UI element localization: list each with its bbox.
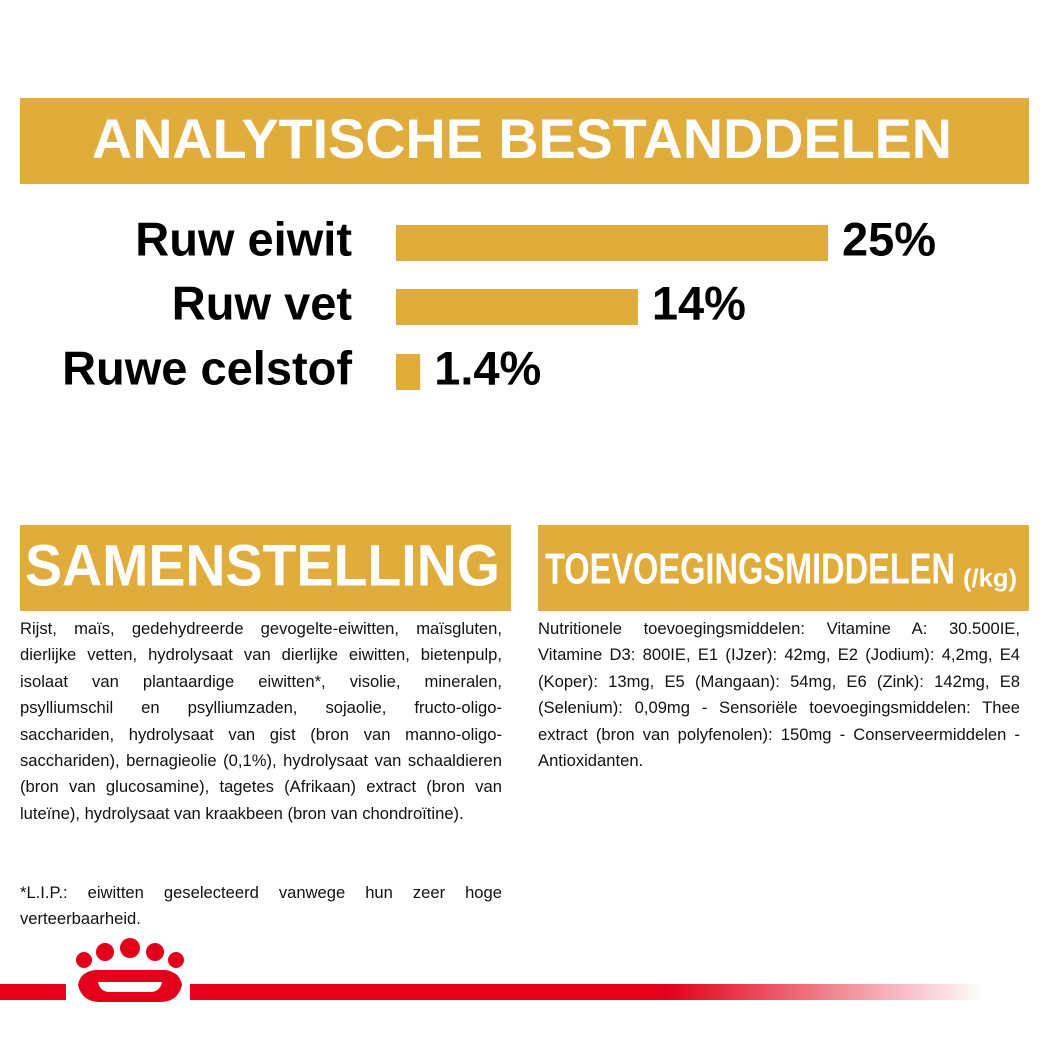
additives-banner [538, 525, 1029, 611]
composition-footnote: *L.I.P.: eiwitten geselecteerd vanwege h… [20, 883, 502, 929]
bar [396, 354, 421, 390]
category-label: Ruwe celstof [62, 341, 352, 394]
bar [396, 289, 638, 325]
composition-title: SAMENSTELLING [25, 533, 500, 598]
category-label: Ruw vet [172, 276, 353, 329]
value-label: 14% [652, 276, 746, 329]
logo [76, 938, 184, 1002]
additives-unit: (/kg) [963, 565, 1017, 593]
composition-text: Rijst, maïs, gedehydreerde gevogelte-eiw… [20, 619, 502, 823]
value-label: 1.4% [434, 341, 541, 394]
chart-title: ANALYTISCHE BESTANDDELEN [92, 107, 952, 170]
bar [396, 225, 828, 261]
brand-line [190, 984, 985, 1000]
additives-title: TOEVOEGINGSMIDDELEN [545, 545, 955, 594]
brand-line [0, 984, 66, 1000]
additives-text: Nutritionele toevoegingsmiddelen: Vitami… [538, 619, 1020, 771]
composition-banner [20, 525, 511, 611]
title-banner [20, 98, 1029, 184]
value-label: 25% [842, 212, 936, 265]
category-label: Ruw eiwit [135, 212, 352, 265]
